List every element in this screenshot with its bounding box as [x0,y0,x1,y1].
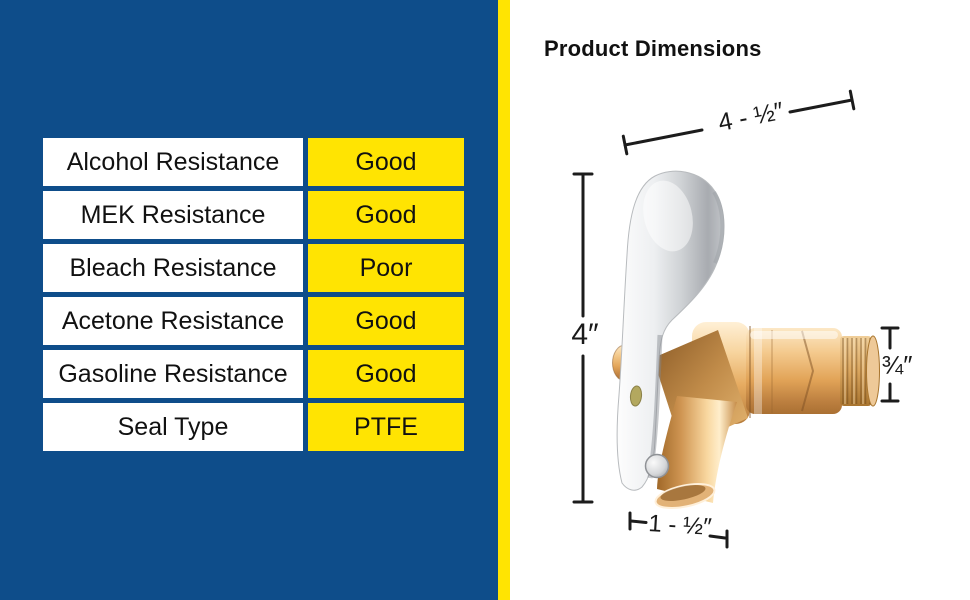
yellow-accent-stripe [498,0,510,600]
dimension-lines [572,89,900,549]
dim-line-right-thread [880,326,900,403]
spec-label-cell: Seal Type [43,403,303,451]
table-row: Seal Type PTFE [43,403,464,451]
lever-pin [644,453,670,479]
spec-value-cell: Good [308,138,464,186]
dimensions-panel: Product Dimensions 4 - ½″ 4″ ¾″ 1 - ½″ [510,0,970,600]
dim-line-left-height [572,172,594,504]
dim-line-bottom-outlet [628,511,729,549]
faucet-threads [840,335,880,407]
spec-value-cell: Good [308,191,464,239]
spec-table: Alcohol Resistance Good MEK Resistance G… [43,138,464,451]
spec-label-cell: Acetone Resistance [43,297,303,345]
dim-line-top-width [621,89,856,156]
dim-label-bottom-outlet: 1 - ½″ [647,510,713,541]
spec-value-cell: PTFE [308,403,464,451]
lever-slot-hole [629,385,643,407]
spec-label-cell: MEK Resistance [43,191,303,239]
dim-label-left-height: 4″ [571,318,599,351]
table-row: Alcohol Resistance Good [43,138,464,186]
spec-value-cell: Good [308,297,464,345]
spec-label-cell: Alcohol Resistance [43,138,303,186]
spec-panel: Alcohol Resistance Good MEK Resistance G… [0,0,498,600]
dim-label-right-thread: ¾″ [881,350,913,380]
spec-label-cell: Gasoline Resistance [43,350,303,398]
spec-label-cell: Bleach Resistance [43,244,303,292]
spec-value-cell: Poor [308,244,464,292]
table-row: MEK Resistance Good [43,191,464,239]
page-title: Product Dimensions [544,36,762,61]
table-row: Gasoline Resistance Good [43,350,464,398]
spec-value-cell: Good [308,350,464,398]
drum-faucet-illustration [572,89,900,549]
table-row: Bleach Resistance Poor [43,244,464,292]
table-row: Acetone Resistance Good [43,297,464,345]
faucet-spout [654,396,737,510]
